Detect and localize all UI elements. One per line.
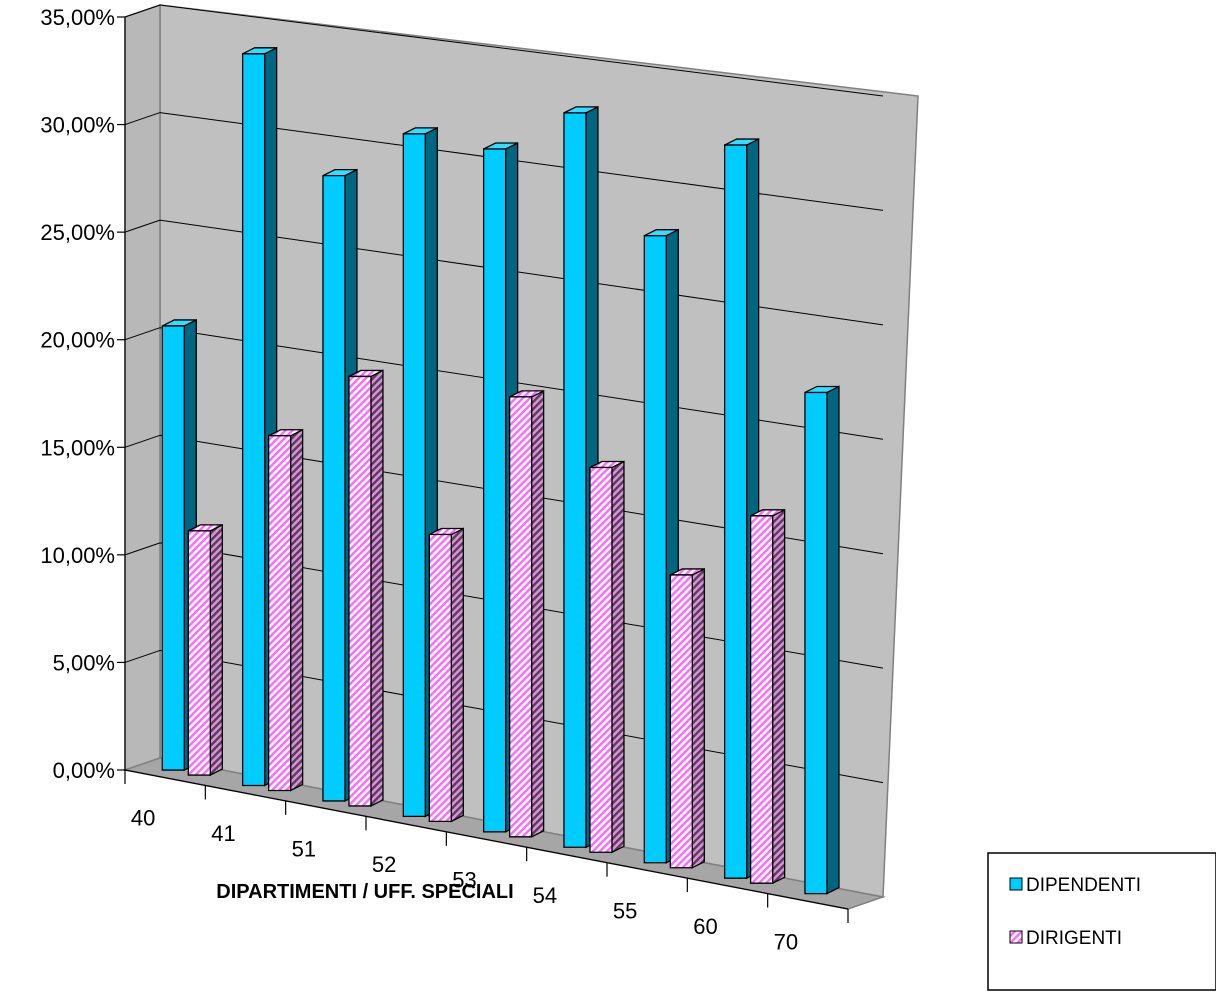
bar-dipendenti [804,385,840,895]
side-gridline [124,649,161,663]
side-gridline [124,4,161,18]
y-tick-label: 35,00% [40,5,115,30]
x-axis-title: DIPARTIMENTI / UFF. SPECIALI [216,881,513,903]
x-axis: 40 41 51 52 53 54 55 60 70 [124,769,849,954]
side-gridline [124,327,161,341]
y-tick-label: 10,00% [40,543,115,568]
gridline [159,327,884,440]
y-tick-label: 30,00% [40,113,115,138]
x-tick-label: 41 [211,821,235,846]
side-gridline [124,542,161,556]
bar-dirigenti [749,508,786,885]
bar-dipendenti [161,318,197,772]
side-gridline [124,112,161,126]
legend-label-dipendenti: DIPENDENTI [1026,875,1141,896]
x-tick-label: 60 [693,914,717,939]
bar-dirigenti [348,369,384,807]
bar-dirigenti [428,527,464,823]
gridline [159,219,884,326]
bars [161,46,840,895]
x-tick-label: 55 [613,898,637,923]
legend-box [987,852,1216,991]
x-tick-label: 40 [131,806,155,831]
gridline [159,112,884,211]
x-tick-label: 53 [452,868,476,893]
legend-label-dirigenti: DIRIGENTI [1026,928,1122,949]
bar-dirigenti [187,523,223,777]
x-tick-label: 51 [292,837,316,862]
bar-dirigenti [589,460,625,854]
x-tick-label: 70 [774,929,798,954]
x-axis-line [124,769,849,910]
y-tick-label: 5,00% [53,650,115,675]
y-tick-label: 0,00% [53,758,115,783]
y-tick-label: 15,00% [40,435,115,460]
bar-dirigenti [267,428,304,792]
chart-side-wall [124,3,161,772]
y-tick-label: 25,00% [40,220,115,245]
bar-dirigenti [508,389,545,838]
side-gridline [124,219,161,233]
y-axis: 0,00% 5,00% 10,00% 15,00% 20,00% 25,00% 30,00%… [40,5,126,783]
y-tick-label: 20,00% [40,328,115,353]
x-tick-label: 52 [372,852,396,877]
legend: DIPENDENTI DIRIGENTI [987,852,1216,991]
gridline [159,4,884,97]
bar-dirigenti [669,567,705,869]
x-tick-label: 54 [533,883,557,908]
side-gridline [124,434,161,448]
legend-swatch-dirigenti [1009,930,1023,944]
legend-swatch-dipendenti [1009,877,1023,891]
